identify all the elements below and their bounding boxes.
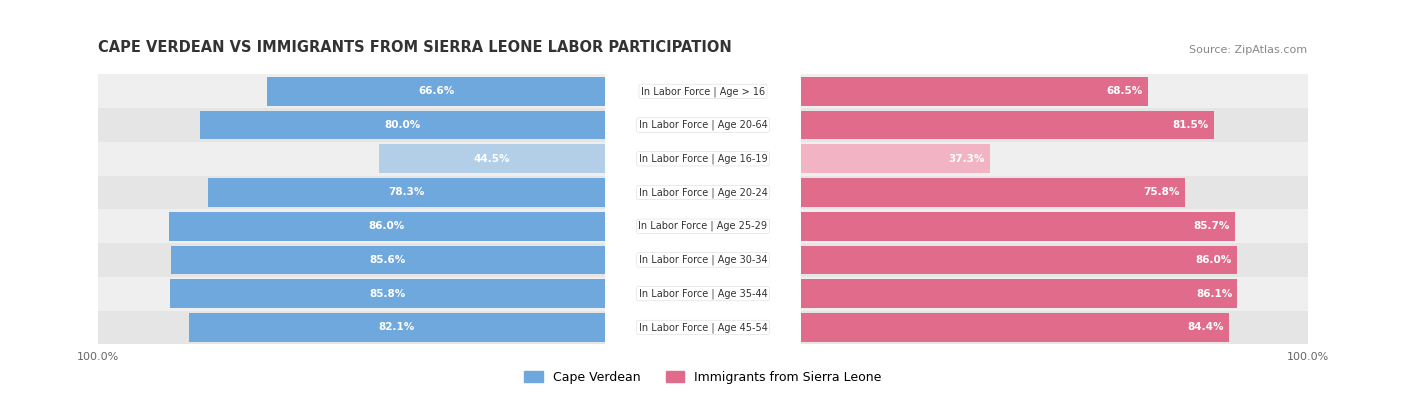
- Bar: [801, 212, 1236, 241]
- Text: In Labor Force | Age 25-29: In Labor Force | Age 25-29: [638, 221, 768, 231]
- Bar: [98, 310, 605, 344]
- Bar: [801, 75, 1308, 108]
- Bar: [98, 142, 605, 176]
- Bar: [801, 176, 1308, 209]
- Bar: [380, 145, 605, 173]
- Text: In Labor Force | Age 30-34: In Labor Force | Age 30-34: [638, 255, 768, 265]
- Text: 75.8%: 75.8%: [1143, 188, 1180, 198]
- Text: 85.8%: 85.8%: [370, 289, 405, 299]
- Text: 44.5%: 44.5%: [474, 154, 510, 164]
- Text: In Labor Force | Age 45-54: In Labor Force | Age 45-54: [638, 322, 768, 333]
- Text: 86.1%: 86.1%: [1197, 289, 1232, 299]
- Bar: [267, 77, 605, 105]
- Bar: [801, 246, 1237, 274]
- Bar: [172, 246, 605, 274]
- Text: 86.0%: 86.0%: [1195, 255, 1232, 265]
- Bar: [801, 111, 1213, 139]
- Text: In Labor Force | Age 20-24: In Labor Force | Age 20-24: [638, 187, 768, 198]
- Bar: [170, 279, 605, 308]
- Text: 37.3%: 37.3%: [949, 154, 986, 164]
- Text: In Labor Force | Age > 16: In Labor Force | Age > 16: [641, 86, 765, 97]
- Bar: [801, 277, 1308, 310]
- Bar: [169, 212, 605, 241]
- Text: 84.4%: 84.4%: [1187, 322, 1223, 332]
- Bar: [208, 178, 605, 207]
- Bar: [98, 243, 605, 277]
- Text: 86.0%: 86.0%: [368, 221, 405, 231]
- Bar: [98, 209, 605, 243]
- Bar: [801, 178, 1185, 207]
- Text: 85.6%: 85.6%: [370, 255, 406, 265]
- Bar: [188, 313, 605, 342]
- Bar: [801, 77, 1149, 105]
- Text: In Labor Force | Age 16-19: In Labor Force | Age 16-19: [638, 154, 768, 164]
- Bar: [98, 108, 605, 142]
- Text: 66.6%: 66.6%: [418, 87, 454, 96]
- Text: Source: ZipAtlas.com: Source: ZipAtlas.com: [1189, 45, 1308, 55]
- Text: CAPE VERDEAN VS IMMIGRANTS FROM SIERRA LEONE LABOR PARTICIPATION: CAPE VERDEAN VS IMMIGRANTS FROM SIERRA L…: [98, 40, 733, 55]
- Bar: [801, 313, 1229, 342]
- Text: 78.3%: 78.3%: [388, 188, 425, 198]
- Text: In Labor Force | Age 35-44: In Labor Force | Age 35-44: [638, 288, 768, 299]
- Legend: Cape Verdean, Immigrants from Sierra Leone: Cape Verdean, Immigrants from Sierra Leo…: [519, 366, 887, 389]
- Text: 80.0%: 80.0%: [384, 120, 420, 130]
- Bar: [98, 176, 605, 209]
- Text: 81.5%: 81.5%: [1173, 120, 1209, 130]
- Bar: [98, 75, 605, 108]
- Text: In Labor Force | Age 20-64: In Labor Force | Age 20-64: [638, 120, 768, 130]
- Bar: [801, 145, 990, 173]
- Bar: [98, 277, 605, 310]
- Bar: [200, 111, 605, 139]
- Bar: [801, 209, 1308, 243]
- Bar: [801, 279, 1237, 308]
- Bar: [801, 243, 1308, 277]
- Text: 68.5%: 68.5%: [1107, 87, 1143, 96]
- Text: 85.7%: 85.7%: [1194, 221, 1230, 231]
- Bar: [801, 310, 1308, 344]
- Bar: [801, 142, 1308, 176]
- Text: 82.1%: 82.1%: [378, 322, 415, 332]
- Bar: [801, 108, 1308, 142]
